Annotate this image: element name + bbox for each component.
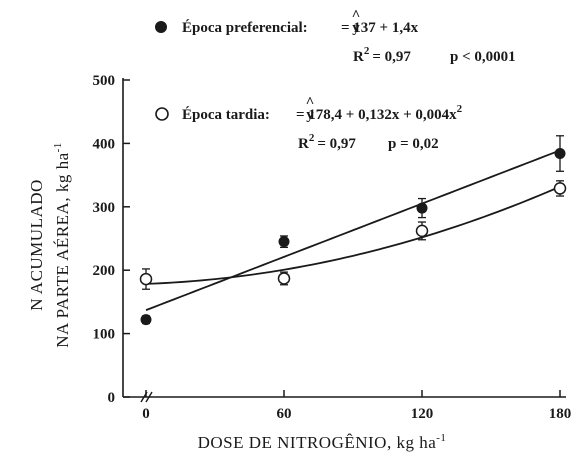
yhat-preferencial: y — [352, 20, 360, 36]
legend-tardia: Época tardia: = 178,4 + 0,132x + 0,004x2… — [155, 95, 463, 152]
data-point-tardia — [553, 180, 567, 197]
x-tick-label: 60 — [277, 406, 292, 422]
fit-line-preferencial — [145, 149, 561, 311]
marker-open — [139, 272, 153, 286]
yhat-tardia: y — [306, 107, 314, 123]
y-axis-title: N ACUMULADO NA PARTE AÉREA, kg ha-1 — [27, 142, 72, 348]
legend-label-tardia: Época tardia: — [182, 106, 270, 123]
marker-open — [277, 272, 291, 285]
marker-open — [415, 224, 429, 238]
r2-preferencial: R2 = 0,97 — [353, 45, 411, 65]
fit-lines — [145, 149, 561, 311]
y-tick-label: 500 — [93, 73, 116, 89]
x-tick-label: 0 — [142, 406, 150, 422]
data-point-preferencial — [278, 235, 290, 249]
hat-icon: ^ — [306, 95, 315, 111]
x-ticks: 0 60 120 180 — [142, 390, 571, 422]
legend-marker-filled — [155, 21, 167, 33]
marker-open — [553, 182, 567, 195]
y-tick-label: 200 — [93, 263, 116, 279]
p-tardia: p = 0,02 — [388, 136, 439, 152]
y-axis-title-line2: NA PARTE AÉREA, kg ha-1 — [52, 142, 72, 348]
data-point-tardia — [139, 268, 153, 290]
y-tick-label: 400 — [93, 136, 116, 152]
data-point-tardia — [415, 221, 429, 241]
data-point-preferencial — [554, 135, 566, 172]
p-preferencial: p < 0,0001 — [450, 49, 516, 65]
data-point-preferencial — [416, 197, 428, 219]
data-points — [139, 135, 567, 326]
marker-filled — [416, 202, 428, 214]
x-tick-label: 180 — [549, 406, 572, 422]
y-ticks: 0 100 200 300 400 500 — [93, 73, 130, 406]
x-axis-title: DOSE DE NITROGÊNIO, kg ha-1 — [198, 432, 447, 452]
y-tick-label: 0 — [108, 390, 116, 406]
x-tick-label: 120 — [411, 406, 434, 422]
data-point-preferencial — [140, 314, 152, 326]
legend-preferencial: Época preferencial: = 137 + 1,4x y ^ R2 =… — [155, 8, 516, 65]
marker-filled — [278, 236, 290, 248]
r2-tardia: R2 = 0,97 — [298, 132, 356, 152]
y-axis-title-line1: N ACUMULADO — [27, 179, 46, 311]
marker-filled — [140, 314, 152, 326]
fit-line-tardia — [145, 185, 561, 285]
legend-marker-open — [155, 107, 169, 121]
marker-filled — [554, 148, 566, 160]
equation-preferencial: = 137 + 1,4x — [341, 20, 419, 36]
axes — [122, 78, 566, 403]
equation-tardia: = 178,4 + 0,132x + 0,004x2 — [296, 103, 463, 123]
legend-label-preferencial: Época preferencial: — [182, 19, 308, 36]
data-point-tardia — [277, 271, 291, 286]
y-tick-label: 100 — [93, 327, 116, 343]
y-tick-label: 300 — [93, 200, 116, 216]
hat-icon: ^ — [352, 8, 361, 24]
